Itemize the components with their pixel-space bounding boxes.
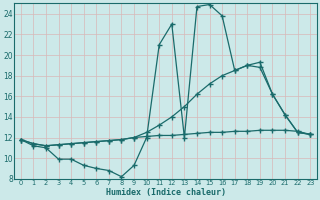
X-axis label: Humidex (Indice chaleur): Humidex (Indice chaleur) [106, 188, 226, 197]
